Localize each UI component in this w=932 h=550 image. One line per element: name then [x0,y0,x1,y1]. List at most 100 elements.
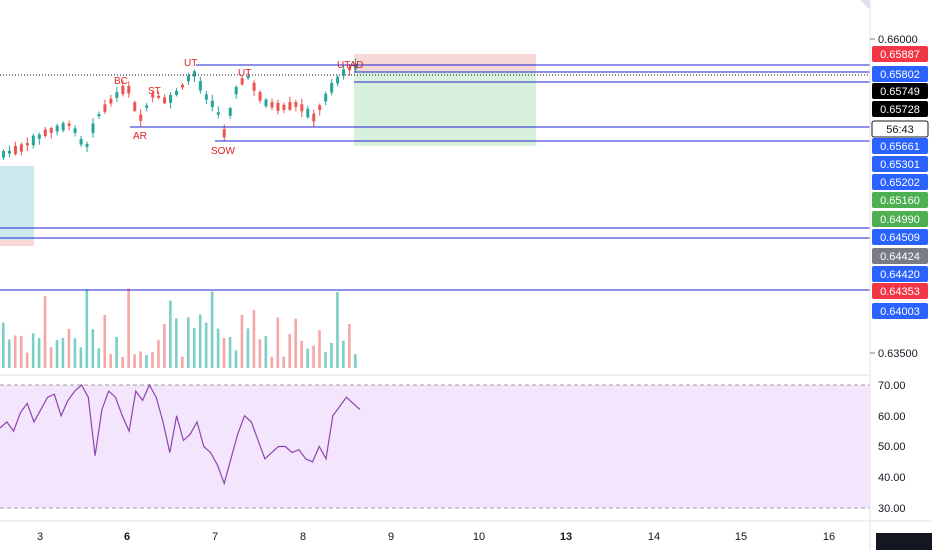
volume-bar [13,335,17,368]
candle [258,90,262,104]
candle [127,81,131,98]
target-zone [354,71,536,146]
volume-bar [73,338,77,368]
volume-bar [25,352,29,368]
price-badge-label: 0.64509 [880,232,920,244]
candle [85,141,89,152]
candle [61,121,65,133]
volume-bar [258,339,262,368]
volume-bar [19,336,23,368]
time-label: 10 [473,531,485,543]
rsi-band [0,385,870,508]
candle [43,126,47,138]
time-axis[interactable]: 3 6 7 8 9 10 13 14 15 16 [37,531,835,543]
price-badge-label: 0.65887 [880,49,920,61]
rsi-scale[interactable]: 70.00 60.00 50.00 40.00 30.00 [878,380,906,515]
candle [79,135,83,147]
candle [163,94,167,105]
rsi-pane [0,383,870,509]
rsi-tick: 50.00 [878,441,906,453]
candle [318,103,322,116]
volume-bar [109,353,112,368]
price-badge: 0.64420 [872,266,928,282]
volume-bar [276,317,280,368]
candle [2,149,5,160]
price-badge-label: 0.64003 [880,306,920,318]
price-badge: 0.65661 [872,138,928,154]
annotation-sow: SOW [211,146,235,157]
volume-bar [37,337,41,368]
volume-bar [127,288,130,368]
candle [330,78,334,96]
candle [25,137,29,152]
volume-bar [67,328,71,368]
volume-bar [43,296,47,368]
stop-zone [354,54,536,71]
volume-bar [204,322,208,368]
zones [0,54,536,246]
volume-bar [294,318,297,368]
annotation-ut: UT [184,58,197,69]
candle [37,132,41,145]
volume-bar [342,340,345,368]
volume-bar [252,310,256,368]
candle [288,96,292,111]
volume-bar [157,339,160,368]
price-badge-label: 0.65749 [880,86,920,98]
volume-bar [61,337,65,368]
candle [73,125,77,137]
candle [139,109,143,127]
volume-bar [198,314,202,368]
time-label: 9 [388,531,394,543]
price-badge-label: 0.65301 [880,159,920,171]
level-lines [0,64,870,291]
volume-bar [324,352,327,368]
price-badges: 0.65887 0.65802 0.65749 0.65728 56:43 0.65661… [871,46,929,319]
scroll-corner-button[interactable] [876,533,932,550]
rsi-tick: 60.00 [878,411,906,423]
price-badge-label: 0.65661 [880,141,920,153]
price-scale[interactable]: 0.66000 0.63500 [870,34,918,360]
candle [234,85,238,99]
price-badge-label: 56:43 [886,124,914,136]
price-badge: 0.65749 [872,83,928,99]
rsi-tick: 70.00 [878,380,906,392]
price-badge-label: 0.64424 [880,251,920,263]
candle [228,106,232,119]
price-badge: 0.65301 [872,156,928,172]
volume-bar [234,350,238,368]
volume-bar [85,289,89,368]
volume-bar [31,333,35,368]
teal-zone-stop [0,240,34,246]
price-badge: 0.65202 [872,174,928,190]
candle [324,91,328,106]
time-label: 14 [648,531,660,543]
wyckoff-annotations: BC ST UT AR UT SOW UTAD [114,58,363,157]
volume-bar [240,314,244,368]
volume-bar [91,329,95,368]
candle [109,94,113,107]
candle [55,123,59,136]
annotation-utad: UTAD [337,60,363,71]
candle [252,80,256,97]
volume-bar [133,354,136,368]
candle [342,65,346,80]
candle [91,118,95,138]
teal-zone [0,166,34,240]
volume-bar [103,314,107,368]
volume-bars [2,288,357,368]
price-badge-label: 0.65202 [880,177,920,189]
candle [157,91,161,100]
candle [175,88,179,97]
price-tick: 0.66000 [878,34,918,46]
volume-bar [121,356,124,368]
volume-bar [216,328,220,368]
volume-bar [192,328,196,368]
time-label: 3 [37,531,43,543]
candle [133,100,137,113]
candle [246,72,250,81]
price-badge: 0.64003 [872,303,928,319]
candle [264,98,268,108]
corner-shape-icon [860,0,870,10]
